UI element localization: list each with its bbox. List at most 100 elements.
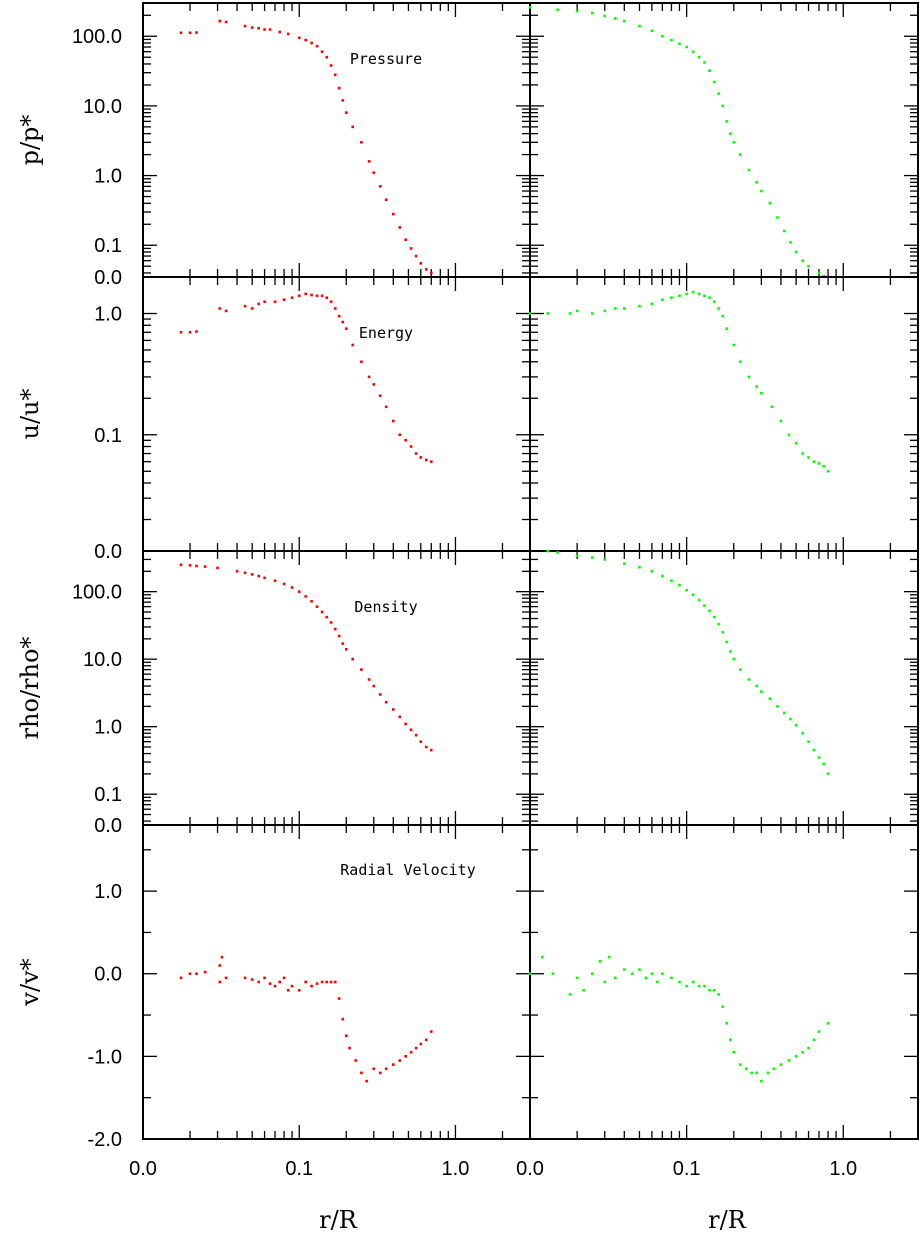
y-tick-label: 0.1 (94, 235, 122, 257)
data-point (703, 604, 706, 607)
data-point (243, 24, 247, 28)
data-point (218, 307, 222, 310)
data-point (717, 307, 720, 310)
y-tick-label: 1.0 (94, 166, 122, 188)
data-point (708, 296, 711, 299)
data-point (372, 383, 376, 386)
y-tick-label: 1.0 (94, 304, 122, 326)
data-point (685, 984, 688, 988)
data-point (603, 14, 607, 18)
data-point (419, 1042, 423, 1046)
data-point (770, 405, 774, 409)
data-point (429, 460, 433, 463)
data-point (551, 972, 555, 976)
data-point (670, 976, 673, 980)
data-point (582, 988, 585, 992)
data-point (337, 997, 341, 1000)
data-point (721, 314, 725, 318)
data-point (250, 307, 254, 310)
data-point (404, 722, 407, 726)
data-point (747, 375, 751, 379)
data-point (351, 657, 355, 661)
x-tick-label: 0.1 (285, 1158, 313, 1180)
data-point (826, 469, 830, 473)
data-point (760, 690, 763, 693)
data-point (273, 579, 277, 583)
data-point (807, 740, 810, 743)
data-point (286, 988, 290, 992)
data-point (278, 30, 282, 34)
data-point (310, 599, 313, 603)
data-point (708, 69, 711, 73)
data-point (341, 1017, 345, 1021)
data-point (315, 294, 319, 298)
data-point (591, 972, 594, 976)
data-point (712, 615, 716, 619)
y-tick-label: 10.0 (83, 96, 122, 118)
panel-energy-right (528, 276, 919, 552)
y-tick-label: 1.0 (94, 881, 122, 903)
data-point (546, 312, 550, 315)
panel-title: Pressure (350, 50, 422, 68)
data-point (429, 748, 433, 752)
data-point (404, 439, 407, 442)
data-point (360, 360, 363, 364)
data-point (678, 42, 681, 46)
data-point (372, 1067, 376, 1071)
data-point (732, 1050, 736, 1054)
data-point (391, 419, 395, 423)
data-point (794, 723, 798, 727)
data-point (826, 1022, 830, 1025)
panel-density-left: Density (142, 550, 531, 826)
panel-title: Radial Velocity (340, 861, 475, 879)
y-tick-label: 0.1 (94, 784, 122, 806)
data-point (650, 302, 654, 306)
data-point (378, 185, 382, 188)
data-point (365, 1079, 368, 1083)
data-point (613, 976, 617, 980)
data-point (794, 442, 798, 445)
x-axis-title-right: r/R (708, 1206, 747, 1234)
data-point (721, 104, 725, 108)
data-point (337, 634, 341, 638)
data-point (257, 302, 260, 306)
data-point (278, 980, 282, 984)
data-point (747, 168, 751, 172)
data-point (297, 988, 301, 992)
x-tick-label: 0.0 (516, 1158, 544, 1180)
data-point (738, 668, 742, 671)
data-point (717, 622, 720, 626)
panel-frame (142, 276, 531, 552)
data-point (216, 566, 219, 570)
data-point (685, 292, 688, 296)
data-point (333, 307, 337, 310)
y-tick-label: 10.0 (83, 649, 122, 671)
data-point (250, 26, 254, 29)
data-point (344, 1034, 348, 1038)
panel-title: Density (354, 598, 417, 616)
data-point (728, 1038, 732, 1042)
data-point (603, 558, 607, 561)
data-point (685, 45, 688, 49)
data-point (250, 978, 254, 981)
data-point (817, 462, 821, 465)
data-point (575, 9, 579, 13)
data-point (337, 314, 341, 318)
data-point (732, 141, 736, 144)
data-point (429, 1030, 433, 1033)
data-point (732, 343, 736, 347)
data-point (697, 984, 701, 988)
data-point (755, 385, 758, 388)
data-point (235, 570, 239, 573)
data-point (575, 309, 579, 313)
data-point (409, 445, 413, 448)
data-point (384, 700, 388, 704)
data-point (779, 419, 783, 423)
data-point (263, 28, 266, 31)
data-point (419, 262, 423, 265)
data-point (738, 1063, 742, 1066)
panel-frame (529, 550, 919, 826)
data-point (812, 1038, 816, 1042)
data-point (188, 31, 192, 35)
